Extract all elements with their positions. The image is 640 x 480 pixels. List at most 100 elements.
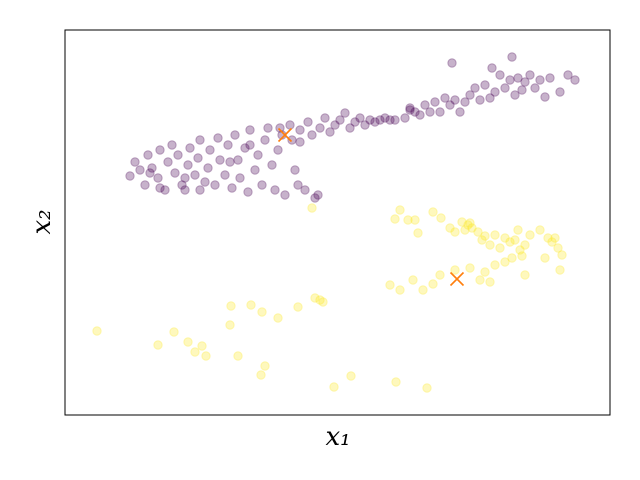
point [425,107,435,117]
point [480,231,490,241]
point [477,235,487,245]
point [360,120,370,130]
point [293,180,303,190]
point [450,227,460,237]
point [490,230,500,240]
point [520,270,530,280]
point [145,168,155,178]
point [280,190,290,200]
point [550,233,560,243]
point [197,341,207,351]
point [155,183,165,193]
point [520,77,530,87]
point [130,157,140,167]
point [267,160,277,170]
point [385,115,395,125]
point [500,83,510,93]
point [380,113,390,123]
point [543,233,553,243]
point [215,155,225,165]
point [303,117,313,127]
point [485,277,495,287]
point [285,120,295,130]
point [420,100,430,110]
point [335,115,345,125]
point [313,190,323,200]
point [520,240,530,250]
point [345,123,355,133]
point [557,250,567,260]
point [510,90,520,100]
point [180,173,190,183]
point [535,75,545,85]
point [450,95,460,105]
point [465,218,475,228]
point [325,127,335,137]
point [517,85,527,95]
point [500,233,510,243]
point [525,70,535,80]
point [418,285,428,295]
point [475,275,485,285]
point [263,123,273,133]
point [505,75,515,85]
point [375,115,385,125]
point [293,302,303,312]
point [445,100,455,110]
point [450,265,460,275]
point [183,160,193,170]
point [226,301,236,311]
point [485,240,495,250]
point [183,337,193,347]
point [190,347,200,357]
point [273,145,283,155]
point [405,103,415,113]
point [275,123,285,133]
point [485,93,495,103]
point [555,87,565,97]
point [163,157,173,167]
point [210,180,220,190]
point [475,95,485,105]
point [428,207,438,217]
point [447,58,457,68]
point [273,313,283,323]
point [513,73,523,83]
point [473,227,483,237]
point [460,225,470,235]
point [257,180,267,190]
point [153,340,163,350]
point [250,165,260,175]
point [300,185,310,195]
point [329,382,339,392]
point [143,150,153,160]
x-axis-label: x₁ [325,422,350,452]
point [545,73,555,83]
point [530,83,540,93]
point [203,163,213,173]
point [480,80,490,90]
point [340,108,350,118]
centroid-marker [277,127,293,143]
point [147,163,157,173]
point [390,115,400,125]
point [170,168,180,178]
point [413,228,423,238]
point [153,173,163,183]
point [235,173,245,183]
point [435,107,445,117]
point [180,185,190,195]
point [190,170,200,180]
point [257,307,267,317]
point [457,217,467,227]
point [195,185,205,195]
point [440,93,450,103]
point [220,170,230,180]
point [346,371,356,381]
point [487,63,497,73]
point [422,383,432,393]
point [307,130,317,140]
point [225,157,235,167]
point [287,135,297,145]
point [310,293,320,303]
